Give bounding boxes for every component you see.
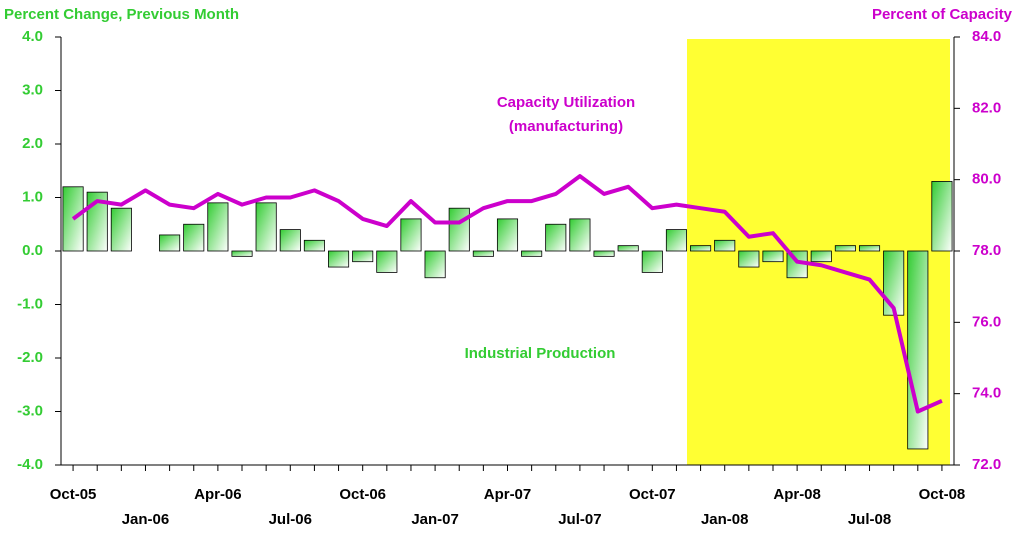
x-tick-label: Jul-07 bbox=[558, 511, 601, 528]
bar bbox=[472, 250, 494, 257]
bar bbox=[593, 250, 615, 257]
x-tick-label: Apr-06 bbox=[194, 486, 242, 503]
y2-tick-label: 84.0 bbox=[972, 28, 1001, 45]
bar bbox=[110, 207, 132, 252]
y-tick-label: -4.0 bbox=[17, 456, 43, 473]
y2-tick-label: 72.0 bbox=[972, 456, 1001, 473]
y-tick-label: -1.0 bbox=[17, 295, 43, 312]
x-tick-label: Apr-07 bbox=[484, 486, 532, 503]
bar bbox=[376, 250, 398, 273]
y2-tick-label: 78.0 bbox=[972, 242, 1001, 259]
bar bbox=[231, 250, 253, 257]
bar bbox=[400, 218, 422, 252]
x-tick-label: Jul-08 bbox=[848, 511, 891, 528]
series-label: Capacity Utilization (manufacturing) bbox=[497, 94, 635, 135]
bar bbox=[714, 239, 736, 252]
bar bbox=[569, 218, 591, 252]
y2-tick-label: 80.0 bbox=[972, 171, 1001, 188]
x-tick-label: Oct-05 bbox=[50, 486, 97, 503]
y-tick-label: 4.0 bbox=[22, 28, 43, 45]
y-tick-label: -3.0 bbox=[17, 402, 43, 419]
y-tick-label: -2.0 bbox=[17, 349, 43, 366]
bar bbox=[810, 250, 832, 263]
x-tick-label: Jan-07 bbox=[411, 511, 459, 528]
x-tick-label: Oct-08 bbox=[919, 486, 966, 503]
y-tick-label: 3.0 bbox=[22, 81, 43, 98]
y2-tick-label: 76.0 bbox=[972, 313, 1001, 330]
bar bbox=[448, 207, 470, 252]
bar bbox=[328, 250, 350, 268]
y2-tick-label: 82.0 bbox=[972, 99, 1001, 116]
bar bbox=[255, 202, 277, 252]
bar bbox=[665, 229, 687, 252]
bar bbox=[303, 239, 325, 252]
y2-tick-label: 74.0 bbox=[972, 385, 1001, 402]
bar bbox=[159, 234, 181, 252]
bar bbox=[690, 245, 712, 252]
bar bbox=[931, 181, 953, 252]
x-tick-label: Apr-08 bbox=[773, 486, 821, 503]
y2-axis-title: Percent of Capacity bbox=[872, 6, 1013, 23]
bar bbox=[762, 250, 784, 263]
bar bbox=[279, 229, 301, 252]
bar bbox=[352, 250, 374, 263]
x-tick-label: Jan-06 bbox=[122, 511, 170, 528]
x-tick-label: Jan-08 bbox=[701, 511, 749, 528]
bar bbox=[617, 245, 639, 252]
bar bbox=[545, 223, 567, 252]
bar bbox=[424, 250, 446, 279]
bar bbox=[834, 245, 856, 252]
y-axis-title: Percent Change, Previous Month bbox=[4, 6, 239, 23]
y-tick-label: 0.0 bbox=[22, 242, 43, 259]
bar bbox=[641, 250, 663, 273]
bar bbox=[858, 245, 881, 252]
x-tick-label: Jul-06 bbox=[269, 511, 312, 528]
bar bbox=[496, 218, 519, 252]
bar bbox=[207, 202, 229, 252]
x-tick-label: Oct-07 bbox=[629, 486, 676, 503]
bar bbox=[183, 223, 205, 252]
bar bbox=[907, 250, 929, 450]
x-tick-label: Oct-06 bbox=[339, 486, 386, 503]
y-tick-label: 2.0 bbox=[22, 135, 43, 152]
bar bbox=[521, 250, 543, 257]
y-tick-label: 1.0 bbox=[22, 188, 43, 205]
series-label: Industrial Production bbox=[465, 345, 616, 362]
line bbox=[71, 174, 943, 414]
bar bbox=[738, 250, 760, 268]
